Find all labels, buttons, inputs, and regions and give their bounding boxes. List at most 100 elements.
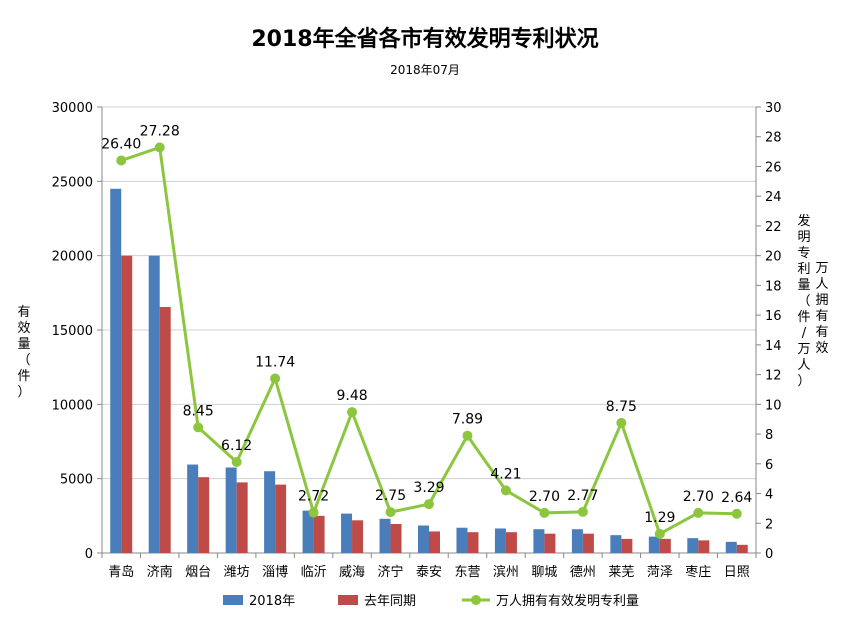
bar-previous <box>198 477 210 553</box>
bar-previous <box>429 531 440 553</box>
axis-title-char: 效 <box>815 341 828 356</box>
bar-previous <box>621 538 633 553</box>
bar-current <box>225 467 237 553</box>
line-point <box>500 485 511 496</box>
data-label: 2.77 <box>567 488 598 504</box>
category-label: 东营 <box>454 565 480 580</box>
gridlines <box>101 106 757 558</box>
axis-title-char: 有 <box>815 325 828 340</box>
bar-previous <box>736 544 748 553</box>
right-axis-title: 发明专利量（件/万人） <box>797 213 810 389</box>
line-point <box>193 422 204 433</box>
chart-title: 2018年全省各市有效发明专利状况 <box>251 26 598 52</box>
line-point <box>616 417 627 428</box>
left-tick-label: 0 <box>85 547 93 562</box>
right-tick-label: 14 <box>765 339 782 354</box>
category-label: 泰安 <box>416 565 442 580</box>
right-tick-label: 20 <box>765 250 782 265</box>
right-tick-label: 12 <box>765 369 782 384</box>
data-label: 4.21 <box>490 466 521 482</box>
category-label: 枣庄 <box>685 564 711 580</box>
bar-current <box>687 538 699 553</box>
data-label: 2.70 <box>529 489 560 505</box>
bar-previous <box>505 532 517 553</box>
line-point <box>462 430 473 441</box>
data-label: 9.48 <box>336 388 367 404</box>
right-tick-label: 4 <box>765 488 773 503</box>
line-point <box>116 155 127 166</box>
bar-previous <box>544 533 556 553</box>
right-tick-label: 30 <box>765 101 782 116</box>
bar-previous <box>659 538 671 553</box>
category-labels: 青岛 济南 烟台 潍坊 淄博 临沂 威海 济宁 泰安 东营 滨州 聊城 德州 莱芜 菏泽 枣庄 日照 <box>108 564 750 580</box>
axis-title-char: 有 <box>17 305 30 320</box>
bar-current <box>571 529 583 553</box>
data-label: 11.74 <box>255 354 295 370</box>
right-tick-label: 8 <box>765 428 773 443</box>
left-tick-label: 30000 <box>52 101 93 116</box>
legend-label: 万人拥有有效发明专利量 <box>496 593 639 609</box>
bar-current <box>648 536 660 553</box>
line-point <box>385 507 396 518</box>
axis-title-char: （ <box>797 294 810 309</box>
right-tick-label: 16 <box>765 309 782 324</box>
right-tick-label: 10 <box>765 398 782 413</box>
bar-current <box>418 525 429 553</box>
line-point <box>539 507 550 518</box>
bar-current <box>187 464 199 553</box>
line-point <box>577 506 588 517</box>
right-tick-label: 0 <box>765 547 773 562</box>
axis-title-char: 量 <box>17 337 30 352</box>
axis-titles: 有效量（件）发明专利量（件/万人）万人拥有有效 <box>17 213 828 400</box>
category-label: 滨州 <box>493 564 519 580</box>
line-point <box>693 507 704 518</box>
legend-label: 2018年 <box>249 594 295 609</box>
axis-title-char: 专 <box>797 246 810 261</box>
bar-current <box>494 528 506 553</box>
data-label: 2.72 <box>298 489 329 505</box>
bar-current <box>341 513 353 553</box>
data-label: 3.29 <box>413 480 444 496</box>
axis-title-char: / <box>802 326 807 341</box>
bar-current <box>302 510 314 553</box>
bar-current <box>610 535 622 553</box>
axis-title-char: 人 <box>797 358 810 373</box>
axis-title-char: 件 <box>17 369 30 384</box>
data-label: 1.29 <box>644 510 675 526</box>
data-label: 2.70 <box>683 489 714 505</box>
axis-title-char: 人 <box>815 277 828 292</box>
data-label: 6.12 <box>221 438 252 454</box>
axis-title-char: 明 <box>797 230 810 245</box>
category-label: 威海 <box>339 565 365 580</box>
legend-swatch <box>223 595 243 605</box>
bar-previous <box>159 306 171 553</box>
left-axis-title: 有效量（件） <box>17 305 30 400</box>
left-tick-label: 10000 <box>52 398 93 413</box>
right-tick-label: 24 <box>765 190 782 205</box>
data-label: 2.64 <box>721 490 752 506</box>
line-point <box>270 373 281 384</box>
left-axis-ticks: 0 5000 10000 15000 20000 25000 30000 <box>52 101 102 562</box>
line-point <box>308 507 319 518</box>
bar-current <box>379 518 391 553</box>
data-label: 26.40 <box>101 137 141 153</box>
line-point <box>231 457 242 468</box>
left-tick-label: 5000 <box>60 473 93 488</box>
bar-current <box>533 529 545 553</box>
axis-title-char: ） <box>797 374 810 389</box>
axis-title-char: 拥 <box>815 293 828 308</box>
axis-title-char: （ <box>17 353 30 368</box>
axis-title-char: 万 <box>815 261 828 276</box>
category-label: 济南 <box>147 564 173 580</box>
line-path <box>120 145 737 536</box>
bar-current <box>264 471 276 553</box>
axis-title-char: ） <box>17 385 30 400</box>
left-tick-label: 25000 <box>52 175 93 190</box>
axis-title-char: 有 <box>815 309 828 324</box>
right-tick-label: 28 <box>765 131 782 146</box>
category-label: 德州 <box>570 565 596 580</box>
